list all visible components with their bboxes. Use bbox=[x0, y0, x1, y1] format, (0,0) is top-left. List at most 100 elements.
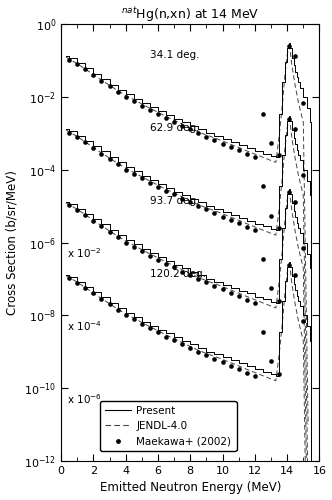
Point bbox=[204, 278, 209, 286]
Point bbox=[277, 224, 282, 232]
Title: $^{nat}$Hg(n,xn) at 14 MeV: $^{nat}$Hg(n,xn) at 14 MeV bbox=[121, 6, 260, 24]
Legend: Present, JENDL-4.0, Maekawa+ (2002): Present, JENDL-4.0, Maekawa+ (2002) bbox=[100, 400, 236, 452]
Point bbox=[260, 110, 266, 118]
Point bbox=[228, 216, 233, 224]
Point bbox=[139, 320, 144, 328]
Point bbox=[204, 351, 209, 359]
Point bbox=[83, 65, 88, 73]
Point bbox=[171, 190, 177, 198]
Point bbox=[244, 223, 249, 231]
Point bbox=[252, 226, 258, 234]
Point bbox=[115, 160, 120, 168]
Point bbox=[91, 144, 96, 152]
Point bbox=[286, 188, 291, 196]
Point bbox=[163, 332, 169, 340]
Point bbox=[107, 228, 112, 235]
Point bbox=[268, 284, 274, 292]
Point bbox=[107, 300, 112, 308]
Point bbox=[301, 317, 306, 325]
Point bbox=[99, 150, 104, 158]
Point bbox=[292, 125, 298, 133]
Point bbox=[107, 82, 112, 90]
Point bbox=[75, 60, 80, 68]
Point bbox=[131, 170, 136, 177]
Point bbox=[147, 179, 153, 187]
Point bbox=[99, 222, 104, 230]
Point bbox=[171, 264, 177, 272]
Point bbox=[220, 286, 225, 294]
Point bbox=[236, 292, 241, 300]
Point bbox=[155, 110, 161, 118]
Point bbox=[301, 244, 306, 252]
Point bbox=[66, 202, 72, 209]
Point bbox=[196, 202, 201, 210]
Point bbox=[123, 166, 128, 174]
Point bbox=[260, 255, 266, 263]
Point bbox=[286, 260, 291, 268]
Y-axis label: Cross Section (b/sr/MeV): Cross Section (b/sr/MeV) bbox=[6, 170, 19, 315]
Point bbox=[83, 211, 88, 219]
Point bbox=[107, 155, 112, 163]
Point bbox=[252, 372, 258, 380]
Point bbox=[260, 328, 266, 336]
Point bbox=[123, 93, 128, 101]
Point bbox=[147, 106, 153, 114]
Point bbox=[83, 138, 88, 146]
Point bbox=[244, 368, 249, 376]
Point bbox=[131, 242, 136, 250]
Point bbox=[99, 295, 104, 303]
Point bbox=[301, 172, 306, 179]
Point bbox=[244, 150, 249, 158]
Point bbox=[180, 195, 185, 203]
Point bbox=[163, 114, 169, 122]
Point bbox=[277, 370, 282, 378]
Point bbox=[212, 136, 217, 144]
Point bbox=[115, 234, 120, 241]
Point bbox=[66, 128, 72, 136]
Point bbox=[228, 288, 233, 296]
Point bbox=[123, 312, 128, 320]
Point bbox=[91, 216, 96, 224]
Point bbox=[286, 115, 291, 123]
Point bbox=[204, 206, 209, 214]
Point bbox=[188, 344, 193, 351]
Point bbox=[163, 260, 169, 268]
Point bbox=[292, 52, 298, 60]
Point bbox=[171, 118, 177, 126]
X-axis label: Emitted Neutron Energy (MeV): Emitted Neutron Energy (MeV) bbox=[100, 482, 281, 494]
Point bbox=[188, 125, 193, 133]
Point bbox=[131, 97, 136, 105]
Point bbox=[292, 198, 298, 206]
Point bbox=[212, 354, 217, 362]
Text: 120.2 deg.: 120.2 deg. bbox=[150, 268, 206, 278]
Point bbox=[163, 187, 169, 195]
Point bbox=[220, 358, 225, 366]
Point bbox=[212, 209, 217, 217]
Point bbox=[220, 212, 225, 220]
Point bbox=[268, 212, 274, 220]
Point bbox=[196, 275, 201, 283]
Point bbox=[155, 183, 161, 191]
Point bbox=[75, 133, 80, 141]
Point bbox=[91, 71, 96, 79]
Point bbox=[228, 362, 233, 370]
Point bbox=[180, 122, 185, 130]
Point bbox=[115, 306, 120, 314]
Point bbox=[180, 340, 185, 348]
Point bbox=[139, 174, 144, 182]
Text: 62.9 deg.: 62.9 deg. bbox=[150, 123, 200, 133]
Point bbox=[99, 76, 104, 84]
Point bbox=[155, 328, 161, 336]
Point bbox=[131, 316, 136, 324]
Point bbox=[83, 284, 88, 292]
Point bbox=[196, 348, 201, 356]
Point bbox=[147, 252, 153, 260]
Text: x 10$^{-6}$: x 10$^{-6}$ bbox=[67, 392, 102, 406]
Point bbox=[236, 146, 241, 154]
Point bbox=[123, 238, 128, 246]
Point bbox=[260, 182, 266, 190]
Point bbox=[139, 102, 144, 110]
Point bbox=[286, 42, 291, 50]
Point bbox=[115, 88, 120, 96]
Text: 34.1 deg.: 34.1 deg. bbox=[150, 50, 200, 60]
